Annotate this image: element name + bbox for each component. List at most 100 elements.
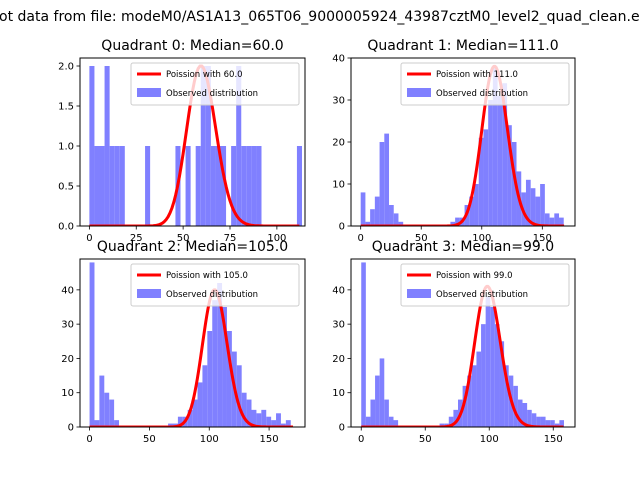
- x-tick-label: 0: [86, 233, 92, 244]
- histogram-bar: [236, 365, 242, 427]
- histogram-bar: [504, 365, 509, 427]
- plot-area: [89, 262, 294, 427]
- histogram-bar: [384, 133, 390, 226]
- histogram-bar: [455, 217, 460, 226]
- histogram-bar: [481, 324, 486, 427]
- histogram-bar: [168, 423, 173, 427]
- histogram-bar: [439, 423, 445, 427]
- histogram-bar: [365, 221, 371, 226]
- subplot-title: Quadrant 0: Median=60.0: [101, 38, 283, 54]
- x-tick-label: 150: [533, 233, 552, 244]
- x-tick-label: 50: [415, 233, 428, 244]
- histogram-bar: [530, 188, 536, 226]
- histogram-bar: [379, 358, 385, 427]
- histogram-bar: [448, 416, 454, 427]
- histogram-bar: [494, 324, 500, 427]
- subplot-title: Quadrant 3: Median=99.0: [372, 239, 554, 255]
- legend-label-poisson: Poission with 60.0: [166, 70, 243, 80]
- histogram-bar: [207, 331, 213, 427]
- axes-frame: [350, 258, 576, 428]
- histogram-bar: [89, 262, 95, 427]
- legend-label-observed: Observed distribution: [436, 89, 528, 99]
- histogram-bar: [485, 296, 491, 427]
- histogram-bar: [114, 420, 120, 427]
- histogram-bar: [525, 179, 531, 226]
- legend-box: [130, 263, 300, 307]
- histogram-bar: [511, 142, 517, 226]
- histogram-bar: [187, 409, 193, 427]
- subplot-quadrant-1: 0 50 100 150 0 10 20 30 40 Quadrant 1: Median=111…: [332, 38, 576, 244]
- legend-patch-swatch: [137, 88, 161, 97]
- histogram-bar: [266, 416, 272, 427]
- subplot-quadrant-3: 0 50 100 150 0 10 20 30 40 Quadrant 3: Median=99.…: [332, 239, 576, 445]
- histogram-bar: [513, 385, 518, 427]
- x-tick-label: 0: [358, 434, 364, 445]
- histogram-bar: [222, 307, 227, 427]
- axes-frame: [79, 57, 306, 227]
- histogram-bar: [384, 399, 389, 427]
- x-tick-label: 0: [357, 233, 363, 244]
- histogram-bar: [379, 142, 385, 226]
- histogram-bar: [192, 399, 198, 427]
- x-tick-label: 150: [544, 434, 563, 445]
- y-tick-label: 0.5: [58, 182, 74, 193]
- histogram-bar: [474, 184, 479, 226]
- histogram-bar: [276, 413, 281, 427]
- y-tick-label: 10: [61, 388, 74, 399]
- histogram-bar: [361, 262, 366, 427]
- histogram-bar: [492, 66, 498, 226]
- histogram-bar: [559, 420, 564, 427]
- x-tick-label: 50: [177, 233, 190, 244]
- histogram-bar: [476, 351, 482, 427]
- histogram-bar: [554, 423, 560, 427]
- histogram-bar: [251, 409, 257, 427]
- histogram-bar: [109, 146, 115, 226]
- histogram-bar: [471, 365, 477, 427]
- histogram-bar: [389, 205, 394, 226]
- histogram-bar: [531, 413, 537, 427]
- legend-label-poisson: Poission with 111.0: [436, 70, 518, 80]
- histogram-bar: [365, 416, 371, 427]
- histogram-bar: [535, 196, 541, 226]
- subplot-title: Quadrant 2: Median=105.0: [97, 239, 288, 255]
- histogram-bar: [256, 413, 262, 427]
- histogram-bar: [549, 217, 555, 226]
- histogram-bar: [554, 213, 560, 226]
- histogram-bar: [393, 420, 399, 427]
- x-tick-label: 0: [86, 434, 92, 445]
- histogram-bar: [469, 196, 475, 226]
- y-tick-label: 40: [332, 54, 345, 65]
- histogram-bar: [544, 213, 550, 226]
- legend-label-observed: Observed distribution: [166, 89, 258, 99]
- x-tick-label: 100: [472, 233, 491, 244]
- legend-label-poisson: Poission with 105.0: [166, 271, 248, 281]
- legend-patch-swatch: [407, 289, 431, 298]
- histogram-bar: [497, 95, 503, 226]
- histogram-bar: [296, 146, 302, 226]
- legend-box: [400, 263, 570, 307]
- y-tick-label: 40: [332, 285, 345, 296]
- histogram-bar: [200, 66, 206, 226]
- histogram-bar: [246, 146, 252, 226]
- y-tick-label: 0: [339, 423, 345, 434]
- plot-area: [89, 64, 302, 226]
- histogram-bar: [374, 196, 380, 226]
- legend-box: [130, 62, 300, 106]
- histogram-bar: [205, 66, 211, 226]
- y-tick-label: 1.5: [58, 102, 74, 113]
- histogram-bar: [212, 300, 218, 427]
- histogram-bar: [450, 221, 456, 226]
- histogram-bar: [540, 184, 545, 226]
- histogram-bar: [119, 146, 125, 226]
- histogram-bar: [536, 416, 541, 427]
- subplot-title: Quadrant 1: Median=111.0: [367, 38, 558, 54]
- histogram-bar: [360, 192, 366, 226]
- histogram-bar: [271, 420, 277, 427]
- y-tick-label: 20: [332, 138, 345, 149]
- histogram-bar: [215, 146, 221, 226]
- legend-patch-swatch: [407, 88, 431, 97]
- histogram-bar: [195, 146, 201, 226]
- legend-label-observed: Observed distribution: [166, 290, 258, 300]
- subplot-quadrant-0: 0 25 50 75 100 0.0 0.5 1.0 1.5 2.0 Quadrant 0: Med…: [58, 38, 306, 244]
- subplot-quadrant-2: 0 50 100 150 0 10 20 30 40 Quadrant 2: Median=105…: [61, 239, 306, 445]
